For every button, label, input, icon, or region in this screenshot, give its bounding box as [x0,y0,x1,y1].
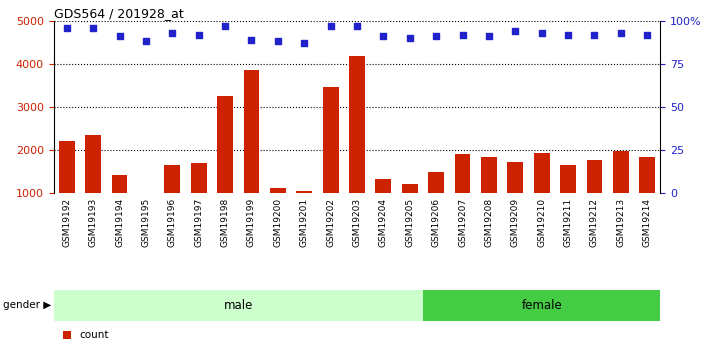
Point [378,33,389,39]
Text: GSM19193: GSM19193 [89,198,98,247]
Point [193,32,204,37]
Text: GSM19213: GSM19213 [616,198,625,247]
Point [589,32,600,37]
Point [563,32,574,37]
Text: gender ▶: gender ▶ [3,300,51,310]
Text: GSM19209: GSM19209 [511,198,520,247]
Text: male: male [223,299,253,312]
Bar [423,290,660,321]
Bar [455,154,471,193]
Bar [59,141,75,193]
Bar [428,172,444,193]
Text: GSM19205: GSM19205 [406,198,414,247]
Bar [613,150,629,193]
Point [87,25,99,30]
Text: GSM19203: GSM19203 [353,198,361,247]
Point [457,32,468,37]
Text: GSM19195: GSM19195 [141,198,151,247]
Bar [164,165,180,193]
Point [298,40,310,46]
Bar [217,96,233,193]
Text: GSM19197: GSM19197 [194,198,203,247]
Bar [349,57,365,193]
Bar [560,165,576,193]
Point [114,33,125,39]
Text: GSM19204: GSM19204 [379,198,388,247]
Bar [508,162,523,193]
Legend: count, percentile rank within the sample: count, percentile rank within the sample [59,326,260,345]
Text: GDS564 / 201928_at: GDS564 / 201928_at [54,7,183,20]
Point [483,33,495,39]
Text: GSM19200: GSM19200 [273,198,282,247]
Point [431,33,442,39]
Bar [270,188,286,193]
Bar [402,184,418,193]
Point [166,30,178,36]
Point [615,30,627,36]
Bar [111,175,127,193]
Text: GSM19192: GSM19192 [62,198,71,247]
Point [140,39,151,44]
Point [219,23,231,29]
Text: GSM19214: GSM19214 [643,198,652,247]
Text: GSM19211: GSM19211 [563,198,573,247]
Text: GSM19207: GSM19207 [458,198,467,247]
Point [246,37,257,42]
Point [642,32,653,37]
Text: GSM19201: GSM19201 [300,198,308,247]
Bar [54,290,423,321]
Bar [296,191,312,193]
Bar [376,179,391,193]
Point [325,23,336,29]
Point [510,28,521,34]
Bar [85,135,101,193]
Bar [243,70,259,193]
Text: GSM19199: GSM19199 [247,198,256,247]
Text: GSM19208: GSM19208 [484,198,493,247]
Bar [323,87,338,193]
Bar [639,157,655,193]
Bar [191,163,206,193]
Text: GSM19206: GSM19206 [432,198,441,247]
Text: GSM19212: GSM19212 [590,198,599,247]
Text: GSM19198: GSM19198 [221,198,230,247]
Bar [534,153,550,193]
Text: GSM19210: GSM19210 [537,198,546,247]
Bar [587,159,603,193]
Text: GSM19196: GSM19196 [168,198,177,247]
Point [351,23,363,29]
Point [61,25,72,30]
Point [404,35,416,41]
Text: female: female [521,299,562,312]
Text: GSM19202: GSM19202 [326,198,335,247]
Text: GSM19194: GSM19194 [115,198,124,247]
Point [536,30,548,36]
Bar [481,157,497,193]
Point [272,39,283,44]
